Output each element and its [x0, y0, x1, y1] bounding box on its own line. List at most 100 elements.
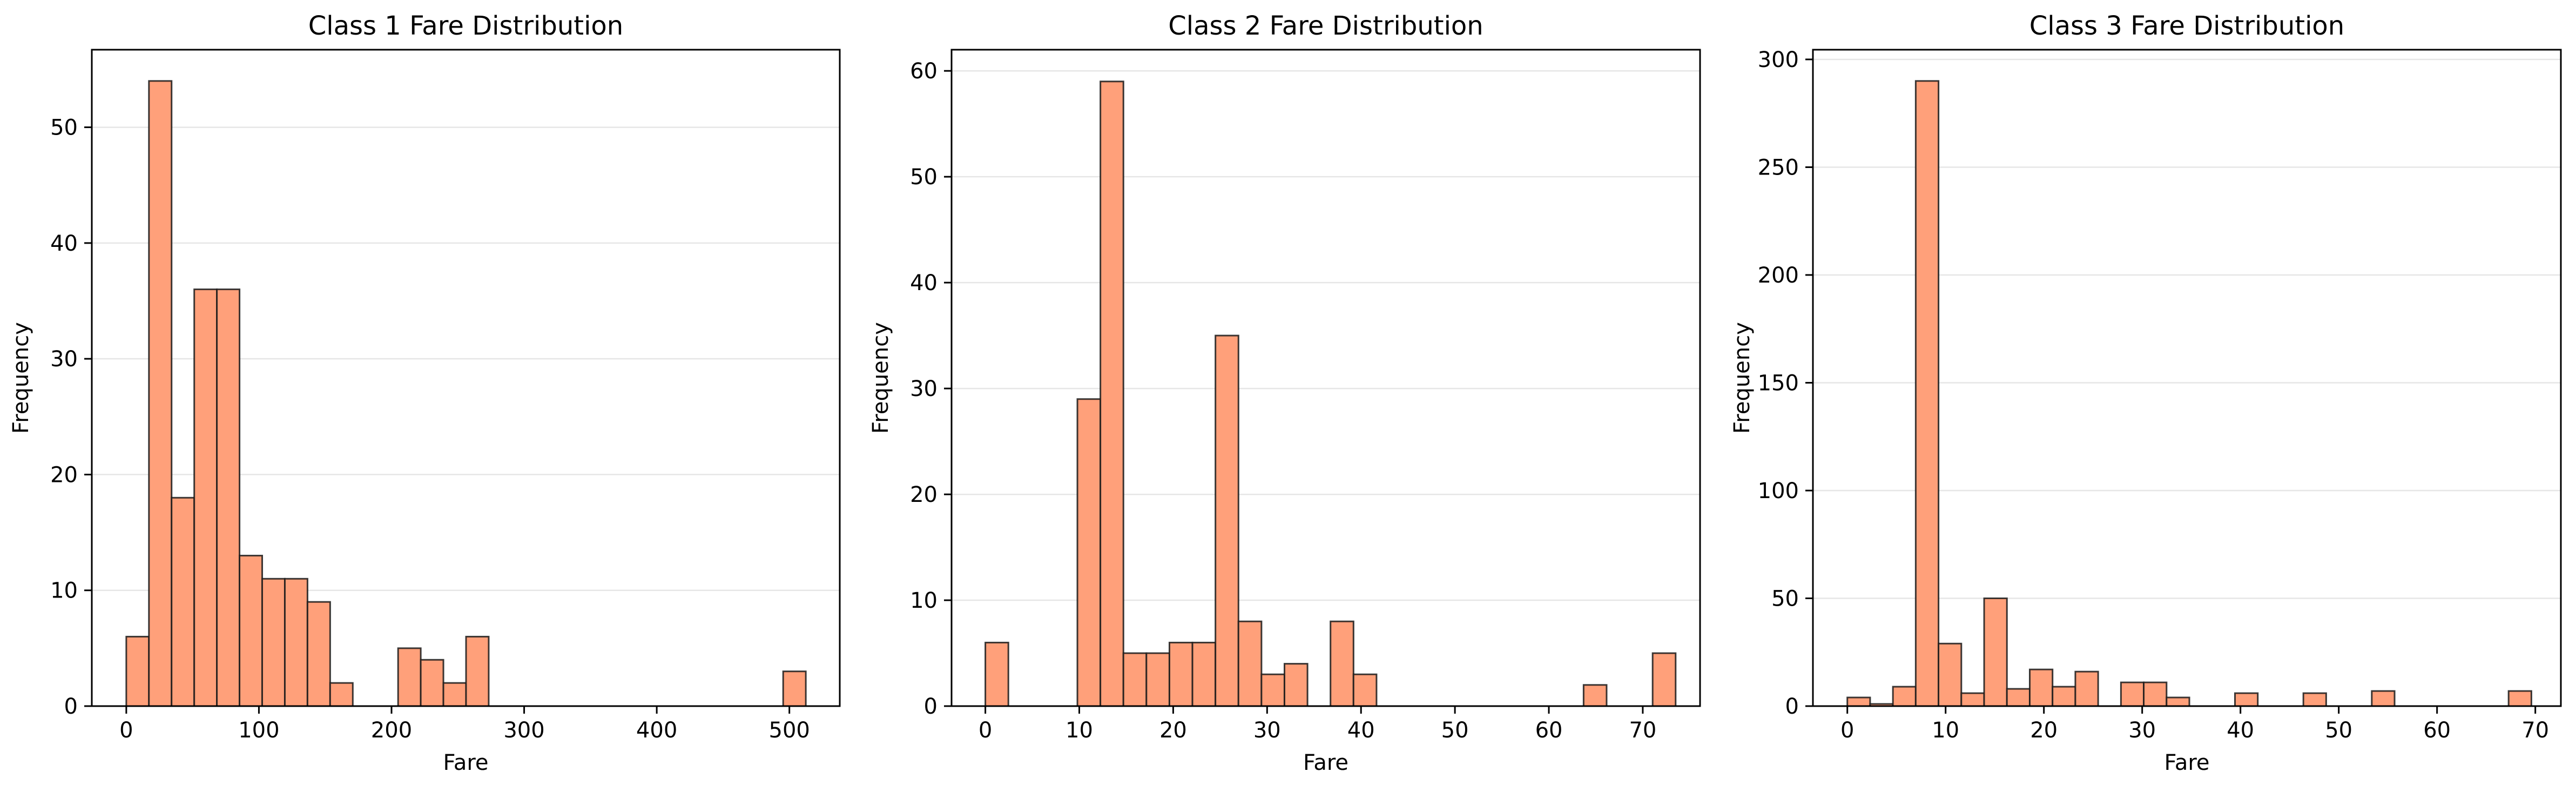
x-tick-label: 400 [636, 718, 677, 743]
histogram-bar [261, 578, 286, 707]
histogram-bar [1260, 673, 1285, 707]
histogram-bar [1330, 620, 1354, 707]
y-axis-label: Frequency [1730, 322, 1755, 434]
x-tick-label: 60 [2423, 718, 2451, 743]
x-axis-label: Fare [1303, 750, 1348, 775]
axes-frame [1812, 49, 2562, 707]
y-tick-label: 0 [64, 694, 78, 719]
axes-frame [950, 49, 1701, 707]
y-tick-label: 150 [1758, 371, 1799, 395]
histogram-bar [1651, 652, 1677, 707]
x-tick-label: 0 [1840, 718, 1854, 743]
x-tick-label: 50 [1441, 718, 1469, 743]
x-tick-label: 0 [979, 718, 992, 743]
x-tick-label: 200 [371, 718, 412, 743]
histogram-bar [1191, 641, 1217, 707]
histogram-bar [2028, 668, 2054, 707]
histogram-bar [2052, 686, 2076, 707]
histogram-bar [216, 288, 241, 707]
histogram-bar [2371, 690, 2396, 707]
histogram-bar [1846, 696, 1871, 707]
histogram-bar [1938, 642, 1963, 707]
histogram-bar [420, 659, 444, 707]
histogram-bar [148, 80, 173, 707]
y-tick-label: 40 [50, 231, 78, 256]
x-tick-label: 30 [2128, 718, 2156, 743]
histogram-bar [2074, 670, 2099, 707]
y-tick-label: 0 [1785, 694, 1799, 719]
histogram-bar [1215, 334, 1239, 707]
x-tick-label: 300 [503, 718, 544, 743]
y-axis-label: Frequency [868, 322, 893, 434]
histogram-bar [1122, 652, 1148, 707]
x-tick-label: 10 [1932, 718, 1959, 743]
histogram-bar [306, 601, 331, 707]
histogram-bar [397, 647, 422, 707]
x-tick-label: 100 [238, 718, 279, 743]
y-tick-label: 100 [1758, 479, 1799, 504]
y-tick-label: 30 [50, 347, 78, 372]
histogram-bar [2166, 696, 2190, 707]
x-tick-label: 30 [1253, 718, 1281, 743]
panel-class-1: 0 100 200 300 400 500 0 10 20 30 40 50 Class 1 Fare… [9, 11, 841, 775]
histogram-bar [1237, 620, 1263, 707]
histogram-bar [1076, 398, 1102, 707]
histogram-bar [2143, 681, 2168, 707]
histogram-bar [2302, 692, 2327, 707]
y-tick-label: 40 [910, 271, 938, 296]
x-tick-label: 70 [1629, 718, 1656, 743]
y-tick-label: 200 [1758, 263, 1799, 288]
y-tick-label: 20 [910, 482, 938, 507]
histogram-bar [2006, 688, 2031, 707]
histogram-bar [239, 554, 264, 707]
chart-title: Class 3 Fare Distribution [2029, 11, 2344, 41]
histogram-bar [329, 682, 354, 707]
x-tick-label: 500 [769, 718, 810, 743]
x-tick-label: 20 [1159, 718, 1187, 743]
histogram-bar [1352, 673, 1378, 707]
histogram-bar [1582, 684, 1608, 707]
panel-class-2: 0 10 20 30 40 50 60 70 0 10 20 30 40 50 60 Class 2 Far… [868, 11, 1701, 775]
y-axis-label: Frequency [9, 322, 33, 434]
plot-area [952, 50, 1700, 706]
histogram-bar [2507, 690, 2532, 707]
y-tick-label: 10 [910, 588, 938, 613]
histogram-bar [1100, 80, 1124, 707]
histogram-bar [2120, 681, 2145, 707]
y-tick-label: 30 [910, 377, 938, 401]
x-tick-label: 60 [1535, 718, 1563, 743]
y-tick-label: 20 [50, 462, 78, 487]
y-tick-label: 60 [910, 59, 938, 84]
histogram-bar [465, 635, 490, 707]
x-axis-label: Fare [2164, 750, 2209, 775]
histogram-bar [1283, 663, 1309, 707]
x-axis-label: Fare [443, 750, 488, 775]
x-tick-label: 10 [1066, 718, 1093, 743]
histogram-bar [1914, 80, 1940, 707]
y-tick-label: 50 [50, 116, 78, 140]
x-tick-label: 20 [2030, 718, 2058, 743]
histogram-bar [171, 496, 195, 707]
chart-title: Class 2 Fare Distribution [1168, 11, 1483, 41]
histogram-bar [1168, 641, 1193, 707]
histogram-bar [1145, 652, 1170, 707]
x-tick-label: 50 [2325, 718, 2352, 743]
histogram-bar [2234, 692, 2259, 707]
axes-frame [91, 49, 841, 707]
panel-class-3: 0 10 20 30 40 50 60 70 0 50 100 150 200 250 300 Class … [1730, 11, 2562, 775]
chart-title: Class 1 Fare Distribution [308, 11, 623, 41]
histogram-bar [1892, 686, 1917, 707]
histogram-bar [193, 288, 218, 707]
x-tick-label: 40 [1347, 718, 1375, 743]
y-tick-label: 50 [910, 165, 938, 190]
histogram-bar [1983, 597, 2008, 707]
y-tick-label: 250 [1758, 155, 1799, 180]
y-tick-label: 10 [50, 579, 78, 603]
x-tick-label: 40 [2227, 718, 2254, 743]
histogram-bar [442, 682, 467, 707]
x-tick-label: 0 [119, 718, 133, 743]
x-tick-label: 70 [2521, 718, 2549, 743]
y-tick-label: 300 [1758, 48, 1799, 72]
histogram-bar [125, 635, 150, 707]
